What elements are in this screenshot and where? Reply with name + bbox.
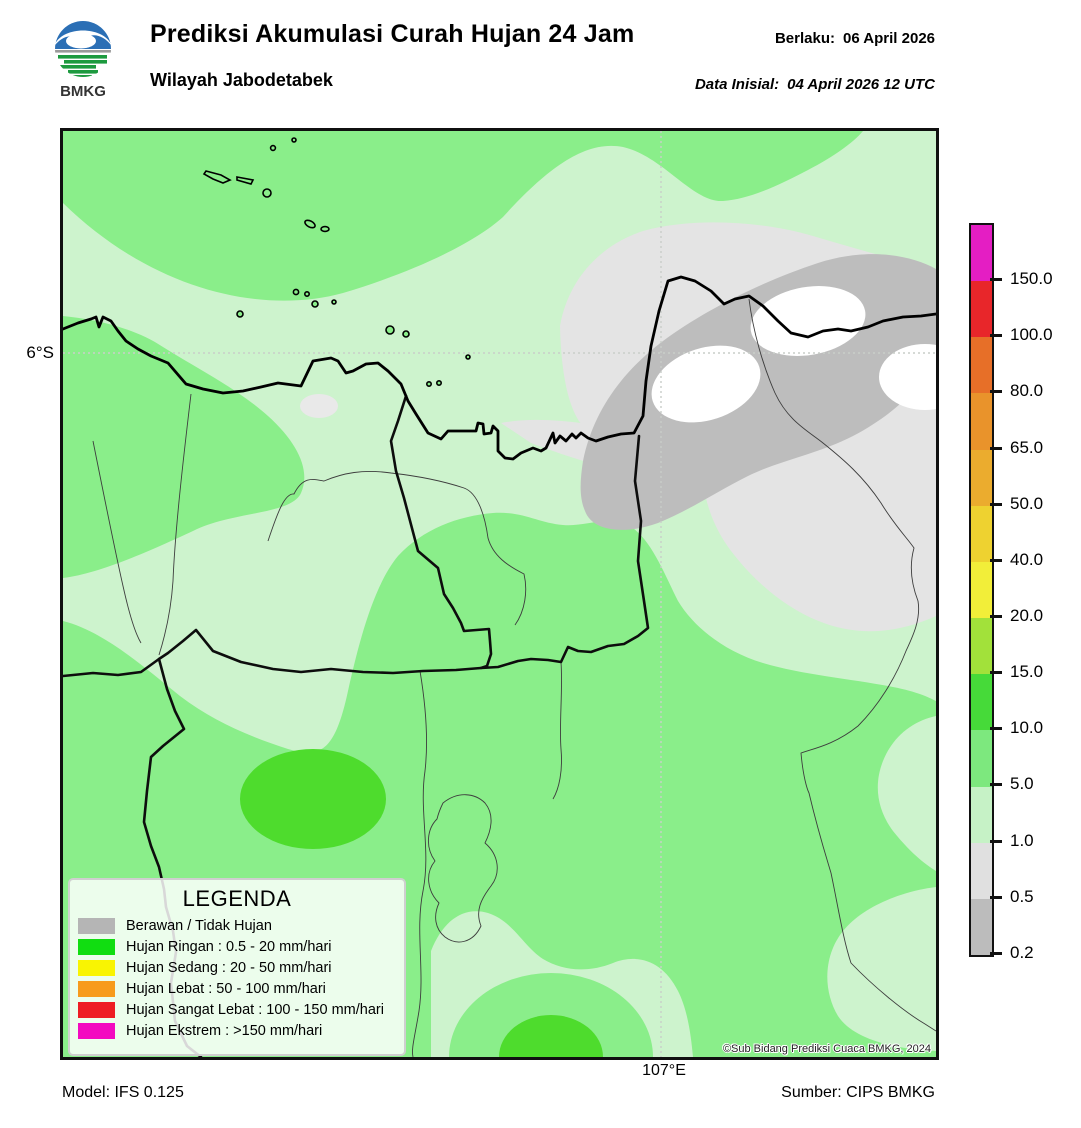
- admin-boundaries-thin: [92, 298, 936, 1057]
- island: [331, 299, 337, 305]
- island: [425, 381, 432, 388]
- colorbar-tick: 50.0: [990, 494, 1043, 514]
- colorbar-tick: 100.0: [990, 325, 1053, 345]
- valid-date-value: 06 April 2026: [843, 30, 935, 47]
- rainfall-map: [63, 131, 936, 1057]
- legend-label: Hujan Sangat Lebat : 100 - 150 mm/hari: [126, 1002, 384, 1018]
- island: [465, 354, 471, 360]
- legend-row: Hujan Ekstrem : >150 mm/hari: [78, 1023, 396, 1039]
- valid-date-label: Berlaku:: [774, 30, 835, 47]
- valid-date: Berlaku: 06 April 2026: [775, 30, 935, 47]
- legend-row: Hujan Lebat : 50 - 100 mm/hari: [78, 981, 396, 997]
- legend-label: Berawan / Tidak Hujan: [126, 918, 272, 934]
- lon-tick-label: 107°E: [642, 1062, 686, 1079]
- legend-swatch-heavy-rain: [78, 981, 115, 997]
- logo-text: BMKG: [60, 83, 106, 100]
- colorbar-segment: [971, 449, 992, 506]
- island: [236, 176, 255, 185]
- init-date-label: Data Inisial:: [694, 76, 780, 93]
- map-copyright: ©Sub Bidang Prediksi Cuaca BMKG, 2024: [722, 1043, 931, 1055]
- island: [262, 188, 272, 198]
- page-title: Prediksi Akumulasi Curah Hujan 24 Jam: [150, 20, 635, 48]
- colorbar-tick: 65.0: [990, 438, 1043, 458]
- region-rain-5-10-west: [63, 316, 305, 578]
- colorbar-tick: 150.0: [990, 269, 1053, 289]
- legend-label: Hujan Ringan : 0.5 - 20 mm/hari: [126, 939, 332, 955]
- colorbar-segment: [971, 842, 992, 899]
- init-date: Data Inisial: 04 April 2026 12 UTC: [695, 76, 935, 93]
- island: [236, 310, 244, 318]
- legend-swatch-cloudy: [78, 918, 115, 934]
- jakarta-clear-spot: [300, 394, 338, 418]
- legend-swatch-light-rain: [78, 939, 115, 955]
- colorbar-tick: 0.5: [990, 887, 1034, 907]
- colorbar-segment: [971, 505, 992, 562]
- island: [202, 170, 232, 184]
- init-date-value: 04 April 2026 12 UTC: [787, 76, 935, 93]
- colorbar-tick: 15.0: [990, 662, 1043, 682]
- legend-label: Hujan Sedang : 20 - 50 mm/hari: [126, 960, 332, 976]
- map-frame: LEGENDA Berawan / Tidak Hujan Hujan Ring…: [60, 128, 939, 1060]
- legend-row: Berawan / Tidak Hujan: [78, 918, 396, 934]
- colorbar-segment: [971, 674, 992, 731]
- logo-mark: [55, 21, 111, 77]
- colorbar-tick: 80.0: [990, 381, 1043, 401]
- source-label: Sumber: CIPS BMKG: [781, 1084, 935, 1101]
- legend-swatch-moderate-rain: [78, 960, 115, 976]
- coastline: [63, 275, 936, 461]
- island: [304, 291, 311, 298]
- island: [311, 300, 319, 308]
- colorbar-segment: [971, 561, 992, 619]
- legend-label: Hujan Lebat : 50 - 100 mm/hari: [126, 981, 326, 997]
- lat-tick-label: 6°S: [26, 343, 54, 362]
- islands-group: [202, 137, 471, 388]
- page-subtitle: Wilayah Jabodetabek: [150, 70, 333, 90]
- legend-row: Hujan Sedang : 20 - 50 mm/hari: [78, 960, 396, 976]
- legend-label: Hujan Ekstrem : >150 mm/hari: [126, 1023, 323, 1039]
- legend-box: LEGENDA Berawan / Tidak Hujan Hujan Ring…: [68, 878, 406, 1056]
- region-no-rain-white-lobes: [651, 286, 936, 423]
- legend-row: Hujan Sangat Lebat : 100 - 150 mm/hari: [78, 1002, 396, 1018]
- legend-swatch-extreme-rain: [78, 1023, 115, 1039]
- island: [402, 330, 410, 338]
- legend-row: Hujan Ringan : 0.5 - 20 mm/hari: [78, 939, 396, 955]
- model-label: Model: IFS 0.125: [62, 1084, 184, 1101]
- colorbar-segment: [971, 393, 992, 450]
- colorbar-tick: 5.0: [990, 774, 1034, 794]
- region-rain-10-15-dome: [499, 1015, 603, 1057]
- island: [320, 225, 330, 233]
- region-rain-1-5-right-nib: [877, 716, 936, 871]
- island: [292, 288, 300, 296]
- colorbar-tick: 0.2: [990, 943, 1034, 963]
- colorbar-segment: [971, 281, 992, 338]
- colorbar-tick: 10.0: [990, 718, 1043, 738]
- island: [385, 325, 395, 335]
- island: [269, 144, 277, 152]
- legend-swatch-very-heavy-rain: [78, 1002, 115, 1018]
- island: [291, 137, 297, 143]
- island: [304, 219, 316, 229]
- colorbar-segment: [971, 898, 992, 956]
- colorbar: [969, 223, 994, 957]
- colorbar-tick: 20.0: [990, 606, 1043, 626]
- colorbar-segment: [971, 786, 992, 843]
- colorbar-tick: 1.0: [990, 831, 1034, 851]
- colorbar-segment: [971, 337, 992, 394]
- colorbar-segment: [971, 618, 992, 675]
- colorbar-segment: [971, 225, 992, 282]
- colorbar-segment: [971, 730, 992, 787]
- region-rain-10-15-ellipse: [240, 749, 386, 849]
- colorbar-tick: 40.0: [990, 550, 1043, 570]
- region-rain-1-5-bottom-right: [827, 887, 936, 1051]
- island: [435, 380, 442, 387]
- bmkg-logo: BMKG: [55, 21, 111, 100]
- graticule: [63, 131, 936, 1057]
- legend-title: LEGENDA: [182, 886, 292, 911]
- region-rain-5-10-north: [63, 131, 863, 301]
